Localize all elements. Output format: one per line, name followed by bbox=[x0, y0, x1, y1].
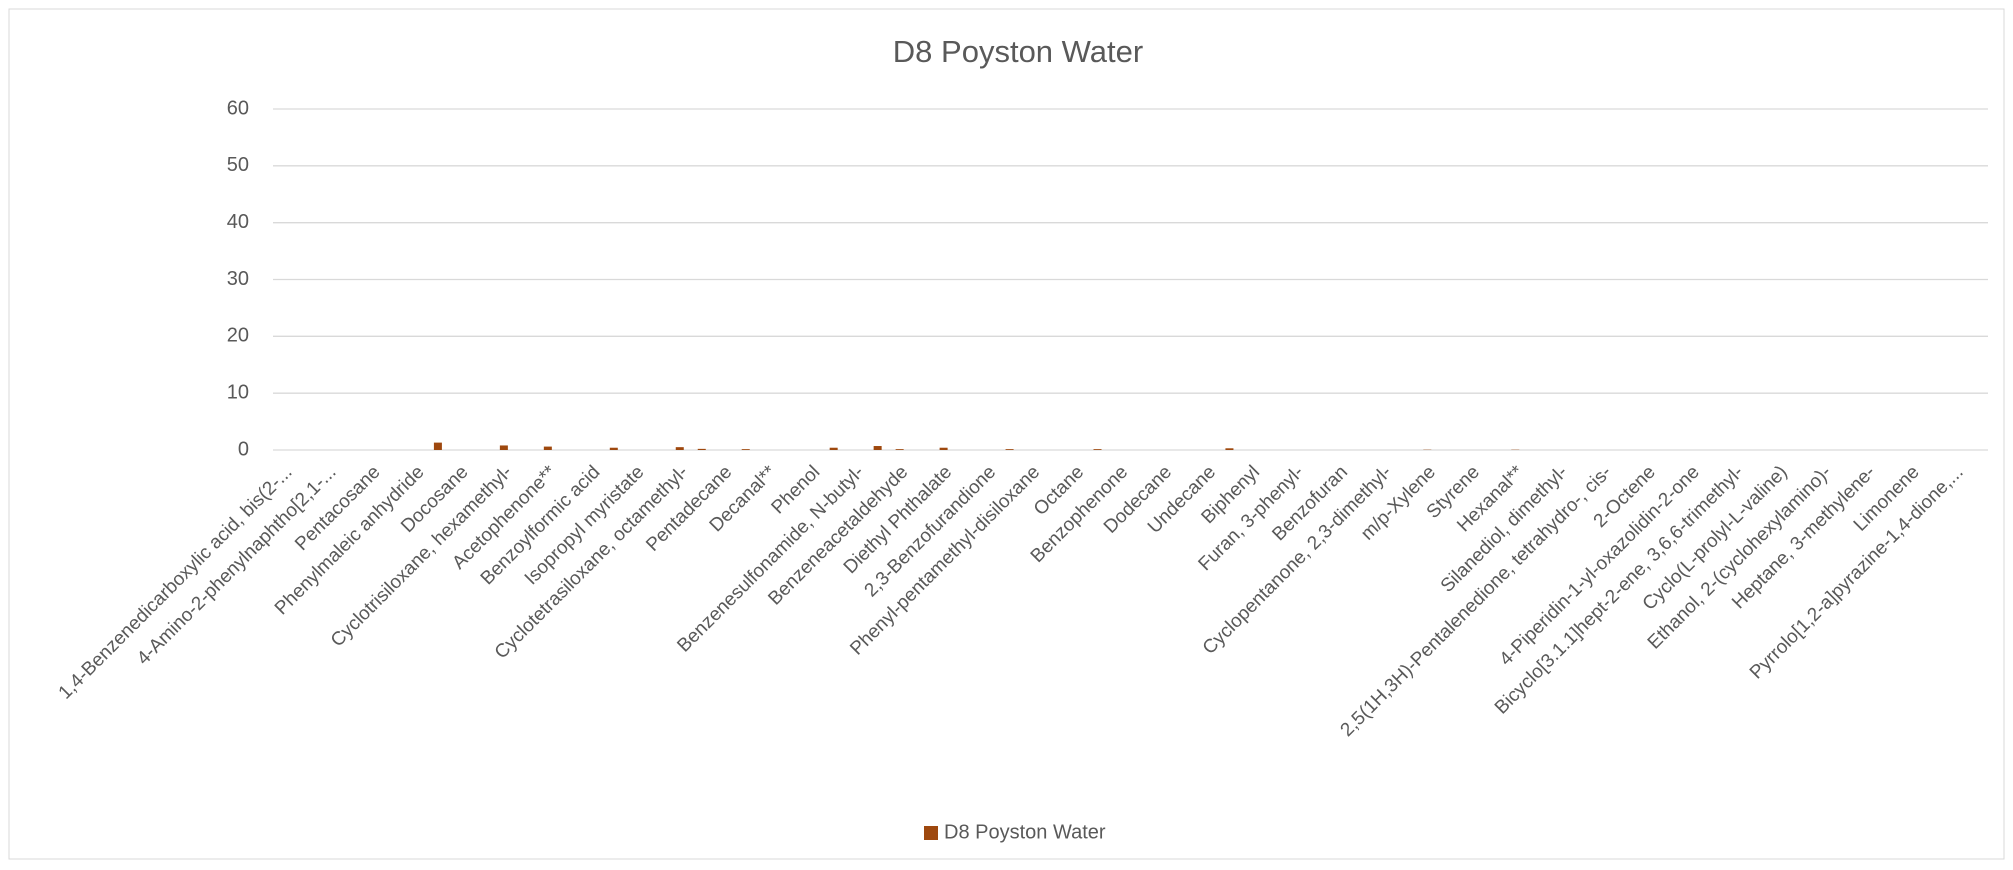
y-tick-label: 50 bbox=[227, 154, 249, 176]
bar bbox=[434, 443, 442, 450]
y-tick-label: 40 bbox=[227, 211, 249, 233]
bar bbox=[874, 446, 882, 450]
y-tick-label: 60 bbox=[227, 97, 249, 119]
bar bbox=[676, 447, 684, 450]
bar bbox=[610, 448, 618, 450]
y-tick-label: 20 bbox=[227, 325, 249, 347]
bar bbox=[1006, 449, 1014, 450]
y-tick-label: 0 bbox=[238, 438, 249, 460]
chart-border bbox=[9, 9, 2004, 859]
bar bbox=[742, 449, 750, 450]
y-tick-label: 30 bbox=[227, 268, 249, 290]
chart-title: D8 Poyston Water bbox=[893, 34, 1143, 69]
legend-swatch bbox=[924, 826, 938, 840]
bar bbox=[830, 448, 838, 450]
bar bbox=[500, 445, 508, 450]
legend-label: D8 Poyston Water bbox=[944, 821, 1106, 843]
bar bbox=[544, 447, 552, 450]
bar bbox=[896, 449, 904, 450]
bar bbox=[1094, 449, 1102, 450]
bar bbox=[1225, 448, 1233, 450]
bar bbox=[698, 449, 706, 450]
y-tick-label: 10 bbox=[227, 381, 249, 403]
bar bbox=[940, 448, 948, 450]
